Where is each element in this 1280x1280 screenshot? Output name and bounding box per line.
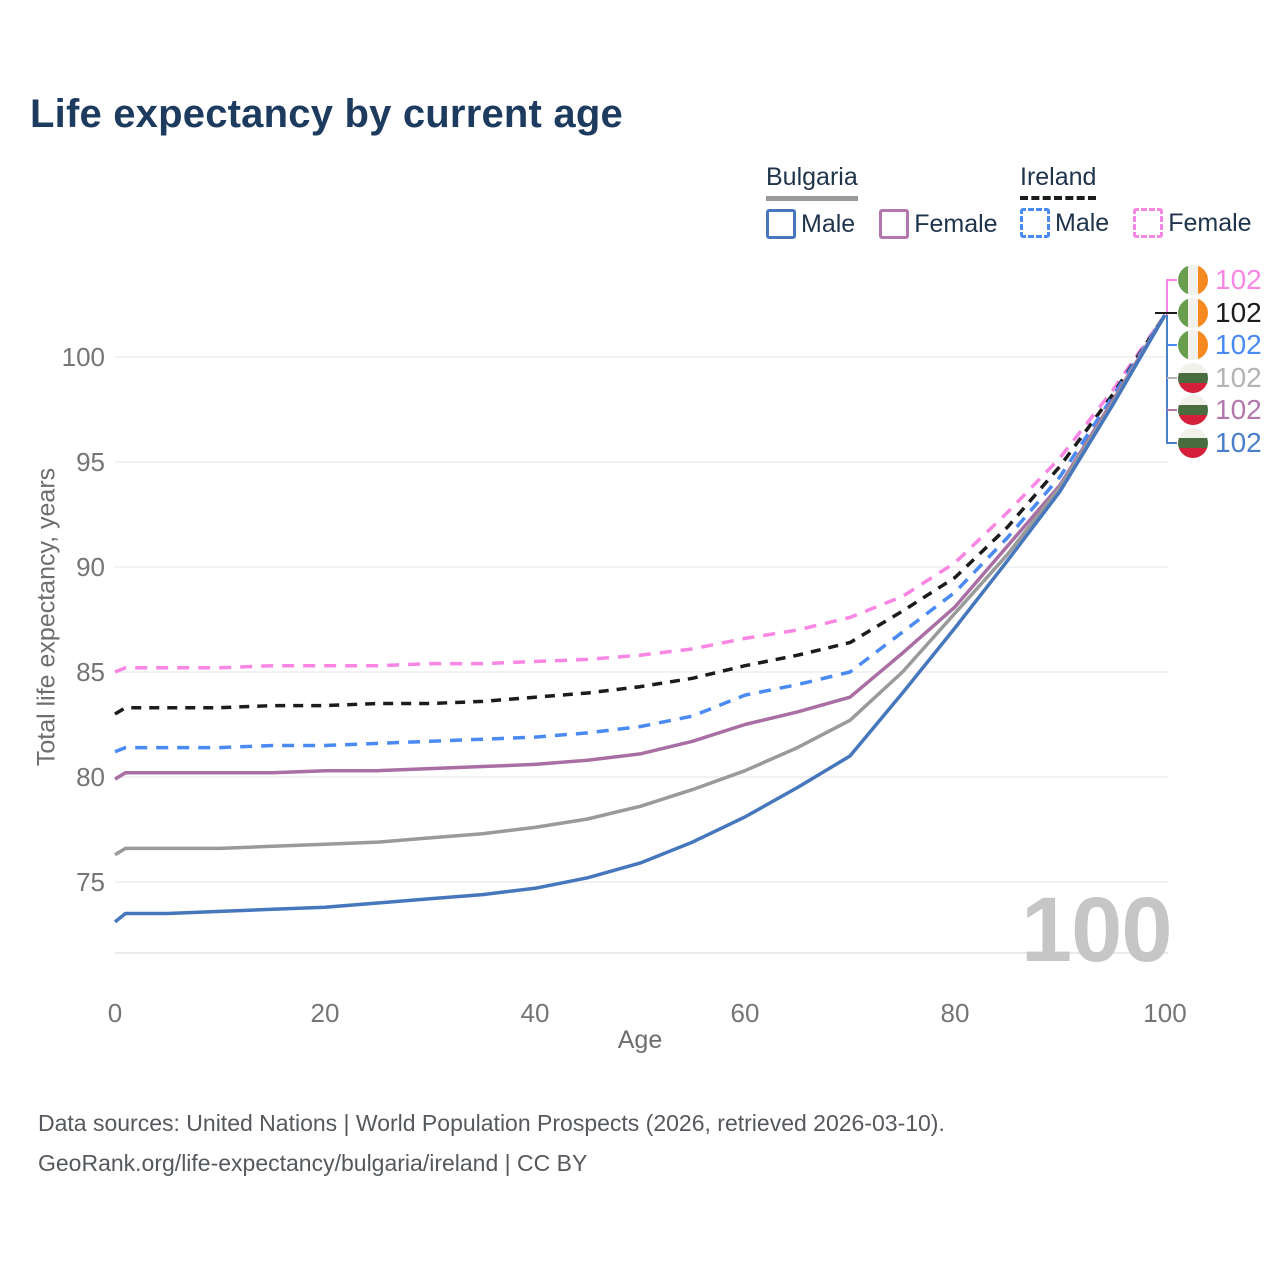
end-label-value: 102 bbox=[1215, 427, 1262, 458]
y-tick-label-95: 95 bbox=[76, 447, 105, 477]
page-title: Life expectancy by current age bbox=[30, 92, 623, 136]
series-line-bulgaria-male bbox=[113, 314, 1167, 924]
series-line-bulgaria-both bbox=[114, 314, 1167, 857]
legend-header-bulgaria[interactable]: Bulgaria bbox=[766, 163, 858, 201]
checkbox-icon[interactable] bbox=[1133, 208, 1164, 238]
legend-item-label: Female bbox=[1168, 208, 1252, 237]
legend-item-ireland-male[interactable]: Male bbox=[1020, 208, 1109, 238]
y-tick-label-85: 85 bbox=[76, 657, 105, 687]
end-label-bulgaria-both: 102 bbox=[1178, 362, 1262, 394]
legend-item-label: Male bbox=[1055, 208, 1110, 237]
footer-attribution-line: GeoRank.org/life-expectancy/bulgaria/ire… bbox=[38, 1150, 588, 1176]
checkbox-icon[interactable] bbox=[879, 209, 910, 239]
legend-group-ireland: Ireland Male Female bbox=[1020, 163, 1252, 238]
ireland-flag-icon bbox=[1178, 265, 1208, 295]
footer-source-line: Data sources: United Nations | World Pop… bbox=[38, 1110, 945, 1136]
leader-line-ireland-female bbox=[1166, 279, 1177, 315]
x-tick-label-100: 100 bbox=[1143, 998, 1187, 1028]
series-line-ireland-female bbox=[114, 314, 1167, 674]
x-axis-title: Age bbox=[617, 1026, 663, 1054]
x-tick-label-80: 80 bbox=[940, 998, 970, 1028]
x-tick-label-20: 20 bbox=[310, 998, 340, 1028]
y-tick-label-75: 75 bbox=[76, 867, 105, 897]
x-tick-label-60: 60 bbox=[730, 998, 760, 1028]
x-tick-label-40: 40 bbox=[520, 998, 550, 1028]
end-label-ireland-both: 102 bbox=[1178, 297, 1262, 329]
checkbox-icon[interactable] bbox=[1020, 208, 1050, 238]
legend-header-ireland[interactable]: Ireland bbox=[1020, 163, 1097, 200]
end-label-value: 102 bbox=[1215, 329, 1262, 360]
checkbox-icon[interactable] bbox=[766, 209, 796, 239]
y-tick-label-100: 100 bbox=[61, 342, 105, 372]
leader-line-bulgaria-male bbox=[1166, 315, 1177, 444]
y-tick-label-90: 90 bbox=[76, 552, 105, 582]
bulgaria-flag-icon bbox=[1178, 428, 1208, 458]
legend-item-ireland-female[interactable]: Female bbox=[1133, 208, 1252, 238]
legend-item-label: Female bbox=[914, 209, 998, 238]
y-axis-title: Total life expectancy, years bbox=[32, 467, 61, 767]
end-label-bulgaria-male: 102 bbox=[1178, 427, 1262, 459]
legend-group-bulgaria: Bulgaria Male Female bbox=[766, 163, 998, 239]
legend-item-bulgaria-female[interactable]: Female bbox=[879, 209, 998, 239]
series-line-ireland-male bbox=[114, 314, 1167, 754]
legend-item-bulgaria-male[interactable]: Male bbox=[766, 209, 855, 239]
legend-items-ireland: Male Female bbox=[1020, 208, 1252, 238]
bulgaria-flag-icon bbox=[1178, 395, 1208, 425]
ireland-flag-icon bbox=[1178, 330, 1208, 360]
legend-item-label: Male bbox=[801, 209, 856, 238]
y-tick-label-80: 80 bbox=[76, 762, 105, 792]
x-tick-label-0: 0 bbox=[107, 998, 123, 1028]
end-label-value: 102 bbox=[1215, 394, 1262, 425]
end-label-bulgaria-female: 102 bbox=[1178, 394, 1262, 426]
end-label-ireland-female: 102 bbox=[1178, 264, 1262, 296]
ireland-flag-icon bbox=[1178, 298, 1208, 328]
series-line-bulgaria-female bbox=[114, 314, 1167, 781]
legend-items-bulgaria: Male Female bbox=[766, 209, 998, 239]
series-line-ireland-both bbox=[114, 314, 1167, 716]
bulgaria-flag-icon bbox=[1178, 363, 1208, 393]
end-label-value: 102 bbox=[1215, 297, 1262, 328]
end-label-value: 102 bbox=[1215, 264, 1262, 295]
end-label-ireland-male: 102 bbox=[1178, 329, 1262, 361]
end-label-value: 102 bbox=[1215, 362, 1262, 393]
watermark: 100 bbox=[1021, 879, 1172, 981]
